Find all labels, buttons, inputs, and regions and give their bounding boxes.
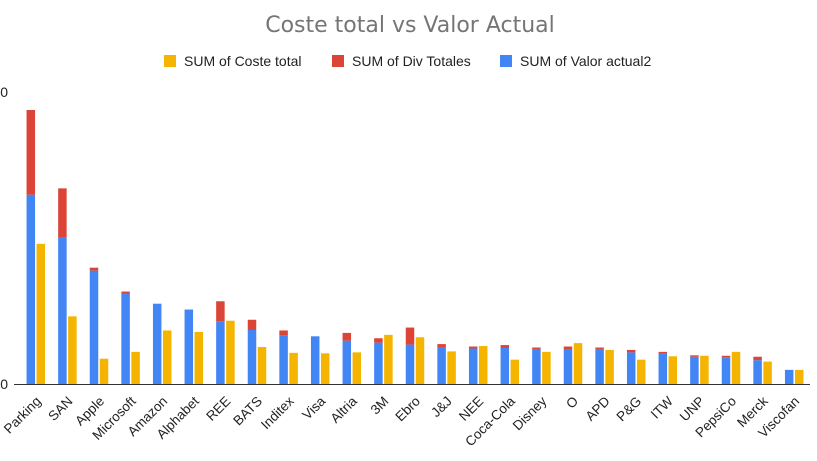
- legend-label: SUM of Coste total: [184, 53, 302, 69]
- bar-coste-total-22: [731, 351, 741, 384]
- bar-valor-actual-18: [595, 348, 604, 384]
- bar-valor-actual-8: [279, 335, 288, 384]
- bar-coste-total-4: [162, 330, 172, 384]
- bar-valor-actual-16: [532, 348, 541, 384]
- category-label: Disney: [510, 393, 550, 433]
- bar-valor-actual-10: [342, 340, 352, 384]
- bar-div-totales-13: [437, 344, 446, 348]
- bar-div-totales-11: [374, 338, 383, 343]
- bar-valor-actual-3: [121, 293, 130, 384]
- category-label: P&G: [614, 394, 645, 425]
- bar-valor-actual-2: [89, 270, 99, 384]
- bar-valor-actual-1: [58, 237, 67, 384]
- bar-valor-actual-20: [658, 353, 668, 384]
- bar-coste-total-6: [226, 320, 235, 384]
- bar-valor-actual-7: [247, 329, 257, 384]
- bar-valor-actual-11: [374, 342, 383, 384]
- bar-valor-actual-21: [690, 356, 699, 384]
- bar-div-totales-3: [121, 291, 130, 294]
- category-label: SAN: [45, 394, 75, 424]
- bar-div-totales-21: [690, 355, 699, 357]
- bar-coste-total-16: [542, 351, 551, 384]
- category-label: Ebro: [392, 394, 423, 425]
- legend-label: SUM of Valor actual2: [520, 53, 651, 69]
- legend: SUM of Coste total SUM of Div Totales SUM …: [164, 53, 651, 69]
- bar-div-totales-22: [721, 355, 731, 358]
- bar-div-totales-0: [26, 110, 36, 195]
- bar-coste-total-8: [289, 352, 298, 384]
- bar-coste-total-20: [668, 356, 678, 384]
- category-label: Altria: [328, 393, 361, 426]
- bar-valor-actual-19: [626, 352, 636, 384]
- bar-div-totales-18: [595, 347, 604, 349]
- bar-coste-total-23: [763, 361, 772, 384]
- bar-valor-actual-9: [310, 336, 320, 384]
- bar-valor-actual-12: [405, 344, 415, 384]
- bar-coste-total-10: [352, 352, 362, 384]
- bar-div-totales-16: [532, 347, 541, 349]
- bar-coste-total-18: [605, 349, 614, 384]
- bar-valor-actual-13: [437, 347, 446, 384]
- bars: [26, 110, 804, 384]
- bar-valor-actual-14: [468, 348, 478, 384]
- category-label: Visa: [299, 393, 328, 422]
- bar-coste-total-11: [384, 334, 393, 384]
- bar-div-totales-1: [58, 188, 67, 238]
- bar-coste-total-0: [36, 243, 46, 384]
- bar-div-totales-2: [89, 267, 99, 271]
- category-label: ITW: [648, 393, 676, 421]
- bar-valor-actual-4: [152, 303, 162, 384]
- category-label: 3M: [368, 394, 392, 418]
- legend-label: SUM of Div Totales: [352, 53, 471, 69]
- bar-coste-total-7: [257, 347, 267, 384]
- bar-valor-actual-23: [753, 360, 762, 384]
- legend-swatch: [332, 55, 344, 67]
- bar-div-totales-8: [279, 330, 288, 336]
- bar-coste-total-21: [700, 355, 709, 384]
- bar-div-totales-6: [216, 301, 225, 322]
- bar-coste-total-19: [636, 359, 646, 384]
- bar-coste-total-9: [320, 353, 330, 384]
- bar-div-totales-23: [753, 356, 762, 361]
- bar-coste-total-5: [194, 331, 204, 384]
- bar-div-totales-19: [626, 349, 636, 353]
- bar-div-totales-12: [405, 327, 415, 345]
- bar-div-totales-15: [500, 345, 510, 348]
- bar-coste-total-3: [131, 351, 140, 384]
- category-label: REE: [203, 394, 233, 424]
- bar-div-totales-17: [563, 346, 573, 349]
- category-label: Parking: [1, 394, 44, 437]
- y-tick-label: 0: [0, 376, 8, 392]
- bar-coste-total-17: [573, 343, 583, 384]
- bar-valor-actual-24: [784, 369, 794, 384]
- y-axis: 00: [0, 84, 810, 392]
- chart-title: Coste total vs Valor Actual: [265, 13, 555, 38]
- category-label: Inditex: [258, 393, 297, 432]
- bar-div-totales-10: [342, 332, 352, 341]
- bar-valor-actual-17: [563, 348, 573, 384]
- bar-coste-total-14: [478, 346, 488, 384]
- category-label: O: [563, 394, 581, 412]
- bar-valor-actual-15: [500, 347, 510, 384]
- category-label: J&J: [428, 394, 455, 421]
- bar-coste-total-15: [510, 359, 520, 384]
- bar-valor-actual-0: [26, 194, 36, 384]
- bar-valor-actual-5: [184, 309, 194, 384]
- bar-coste-total-1: [68, 316, 77, 384]
- bar-coste-total-12: [415, 337, 425, 384]
- bar-valor-actual-22: [721, 357, 731, 384]
- bar-div-totales-7: [247, 319, 257, 330]
- bar-div-totales-14: [468, 346, 478, 349]
- bar-coste-total-24: [794, 369, 804, 384]
- bar-coste-total-2: [99, 358, 109, 384]
- bar-div-totales-20: [658, 351, 668, 354]
- legend-swatch: [164, 55, 176, 67]
- y-tick-label: 0: [0, 84, 8, 100]
- category-label: APD: [582, 393, 612, 423]
- bar-coste-total-13: [447, 351, 456, 384]
- bar-valor-actual-6: [216, 321, 225, 384]
- legend-swatch: [500, 55, 512, 67]
